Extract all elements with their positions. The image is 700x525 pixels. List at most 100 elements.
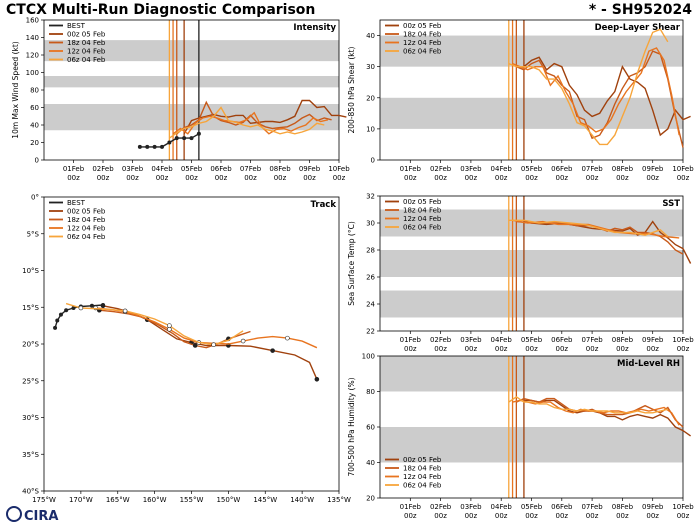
shaded-band (44, 76, 339, 88)
legend-label: 00z 05 Feb (403, 456, 442, 464)
x-tick-label: 00z (616, 174, 629, 182)
x-tick-label: 08Feb (269, 165, 291, 173)
data-point (58, 312, 63, 317)
x-tick-label: 175°W (32, 496, 56, 504)
y-tick-label: 60 (366, 424, 375, 432)
y-tick-label: 120 (26, 52, 39, 60)
series-line (183, 99, 347, 135)
shaded-band (380, 250, 683, 277)
track-fix-point (285, 335, 290, 341)
x-tick-label: 04Feb (491, 165, 513, 173)
legend-label: 06z 04 Feb (403, 48, 442, 56)
chart-rh: 01Feb00z02Feb00z03Feb00z04Feb00z05Feb00z… (347, 353, 694, 521)
y-axis-label: 10m Max Wind Speed (kt) (11, 41, 20, 138)
x-tick-label: 04Feb (491, 336, 513, 344)
x-tick-label: 165°W (106, 496, 130, 504)
panel-title: Intensity (293, 23, 336, 33)
x-tick-label: 04Feb (491, 503, 513, 511)
x-tick-label: 155°W (180, 496, 204, 504)
x-tick-label: 01Feb (63, 165, 85, 173)
x-tick-label: 160°W (143, 496, 167, 504)
x-tick-label: 150°W (216, 496, 240, 504)
series-line (176, 100, 332, 135)
legend-label: 12z 04 Feb (67, 225, 106, 233)
x-tick-label: 00z (525, 512, 538, 520)
x-tick-label: 00z (126, 174, 139, 182)
legend-label: 00z 05 Feb (67, 31, 106, 39)
y-tick-label: 35°S (22, 451, 39, 459)
y-tick-label: 80 (366, 388, 375, 396)
x-tick-label: 00z (434, 174, 447, 182)
x-tick-label: 02Feb (430, 336, 452, 344)
x-tick-label: 02Feb (430, 165, 452, 173)
x-tick-label: 03Feb (460, 503, 482, 511)
track-fix-point (78, 305, 84, 311)
x-tick-label: 00z (97, 174, 110, 182)
y-tick-label: 24 (366, 301, 375, 309)
y-tick-label: 0 (371, 157, 375, 165)
y-tick-label: 60 (30, 104, 39, 112)
shaded-band (44, 40, 339, 62)
cira-logo-mark (6, 506, 22, 522)
y-tick-label: 100 (362, 353, 375, 361)
y-tick-label: 40°S (22, 488, 39, 496)
x-tick-label: 08Feb (612, 336, 634, 344)
x-tick-label: 00z (434, 512, 447, 520)
x-tick-label: 03Feb (460, 336, 482, 344)
data-point (167, 140, 172, 145)
x-tick-label: 07Feb (581, 503, 603, 511)
x-tick-label: 00z (215, 174, 228, 182)
x-tick-label: 170°W (69, 496, 93, 504)
x-tick-label: 00z (465, 174, 478, 182)
series-line (516, 220, 684, 255)
y-tick-label: 40 (366, 32, 375, 40)
y-tick-label: 20 (366, 94, 375, 102)
panel-title: Track (311, 200, 337, 210)
x-tick-label: 08Feb (612, 165, 634, 173)
x-tick-label: 00z (556, 512, 569, 520)
shaded-band (380, 290, 683, 318)
y-axis-label: Sea Surface Temp (°C) (347, 221, 356, 306)
panel-title: Deep-Layer Shear (595, 23, 681, 33)
track-fix-point (192, 343, 198, 348)
x-tick-label: 03Feb (122, 165, 144, 173)
x-tick-label: 00z (677, 512, 690, 520)
chart-track: 175°W 170°W 165°W 160°W 155°W 150°W 145°W 140°W… (22, 194, 351, 505)
track-fix-point (240, 338, 246, 344)
y-tick-label: 0° (31, 194, 39, 202)
y-axis-label: 200-850 hPa Shear (kt) (347, 46, 356, 133)
legend-label: 06z 04 Feb (67, 233, 106, 241)
x-tick-label: 00z (244, 174, 257, 182)
track-fix-point (122, 308, 128, 314)
x-tick-label: 01Feb (400, 503, 422, 511)
x-tick-label: 10Feb (672, 503, 694, 511)
data-point (182, 136, 187, 141)
x-tick-label: 140°W (290, 496, 314, 504)
x-tick-label: 00z (185, 174, 198, 182)
track-fix-point (270, 348, 275, 353)
legend-label: 18z 04 Feb (67, 39, 106, 47)
legend-label: 06z 04 Feb (67, 56, 106, 64)
storm-id: * - SH952024 (588, 2, 692, 18)
x-tick-label: 06Feb (210, 165, 232, 173)
series-line (172, 111, 329, 135)
data-point (89, 303, 94, 308)
x-tick-label: 00z (525, 174, 538, 182)
y-tick-label: 10 (366, 125, 375, 133)
x-tick-label: 01Feb (400, 165, 422, 173)
legend-label: 18z 04 Feb (403, 207, 442, 215)
chart-shear: 01Feb00z02Feb00z03Feb00z04Feb00z05Feb00z… (347, 19, 694, 182)
x-tick-label: 00z (646, 512, 659, 520)
series-line (523, 399, 692, 437)
x-tick-label: 00z (677, 174, 690, 182)
cira-logo: CIRA (6, 506, 58, 524)
y-tick-label: 22 (366, 328, 375, 336)
track-fix-point (100, 303, 106, 309)
x-tick-label: 09Feb (642, 336, 664, 344)
x-tick-label: 00z (556, 345, 569, 353)
track-fix-point (314, 376, 320, 382)
legend-label: 18z 04 Feb (67, 216, 106, 224)
y-tick-label: 5°S (27, 230, 40, 238)
y-axis-label: 700-500 hPa Humidity (%) (347, 377, 356, 476)
